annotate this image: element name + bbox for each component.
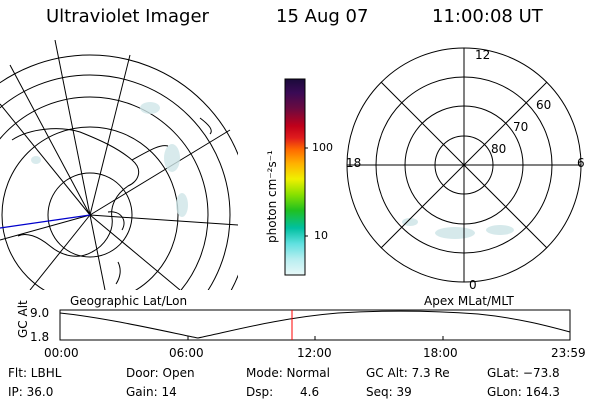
timeline-xtick-0000: 00:00 bbox=[44, 346, 79, 360]
dsp-label: Dsp: bbox=[246, 385, 274, 399]
instrument-title: Ultraviolet Imager bbox=[46, 6, 209, 27]
gc-alt-info: GC Alt: 7.3 Re bbox=[366, 366, 450, 380]
ip-info: IP: 36.0 bbox=[8, 385, 54, 399]
time-label: 11:00:08 UT bbox=[432, 6, 543, 27]
glon-info: GLon: 164.3 bbox=[487, 385, 560, 399]
mode-info: Mode: Normal bbox=[246, 366, 330, 380]
apex-polar-plot bbox=[346, 47, 582, 283]
timeline-xtick-0600: 06:00 bbox=[169, 346, 204, 360]
colorbar bbox=[284, 78, 308, 276]
mlat-label-70: 70 bbox=[513, 120, 529, 134]
colorbar-unit-label: photon cm⁻²s⁻¹ bbox=[265, 150, 279, 243]
filter-info: Flt: LBHL bbox=[8, 366, 62, 380]
date-label: 15 Aug 07 bbox=[276, 6, 369, 27]
seq-info: Seq: 39 bbox=[366, 385, 412, 399]
dsp-value: 4.6 bbox=[300, 385, 320, 399]
mlat-label-80: 80 bbox=[491, 142, 507, 156]
mlt-label-18: 18 bbox=[346, 156, 362, 170]
colorbar-tick-10: 10 bbox=[314, 229, 328, 242]
apex-panel-label: Apex MLat/MLT bbox=[424, 294, 514, 308]
timeline-xtick-2359: 23:59 bbox=[551, 346, 586, 360]
glat-info: GLat: −73.8 bbox=[487, 366, 560, 380]
timeline-xtick-1800: 18:00 bbox=[423, 346, 458, 360]
geographic-panel-label: Geographic Lat/Lon bbox=[70, 294, 188, 308]
colorbar-tick-100: 100 bbox=[312, 141, 333, 154]
timeline-ytick-bottom: 1.8 bbox=[30, 330, 50, 344]
timeline-ytick-top: 9.0 bbox=[30, 306, 50, 320]
door-info: Door: Open bbox=[126, 366, 195, 380]
mlt-label-12: 12 bbox=[475, 48, 491, 62]
gain-info: Gain: 14 bbox=[126, 385, 177, 399]
mlat-label-60: 60 bbox=[536, 98, 552, 112]
mlt-label-6: 6 bbox=[577, 156, 585, 170]
geographic-map bbox=[0, 40, 238, 290]
timeline-ylabel: GC Alt bbox=[16, 300, 30, 338]
orbit-timeline-plot bbox=[59, 309, 571, 341]
mlt-label-0: 0 bbox=[469, 278, 477, 292]
timeline-xtick-1200: 12:00 bbox=[297, 346, 332, 360]
